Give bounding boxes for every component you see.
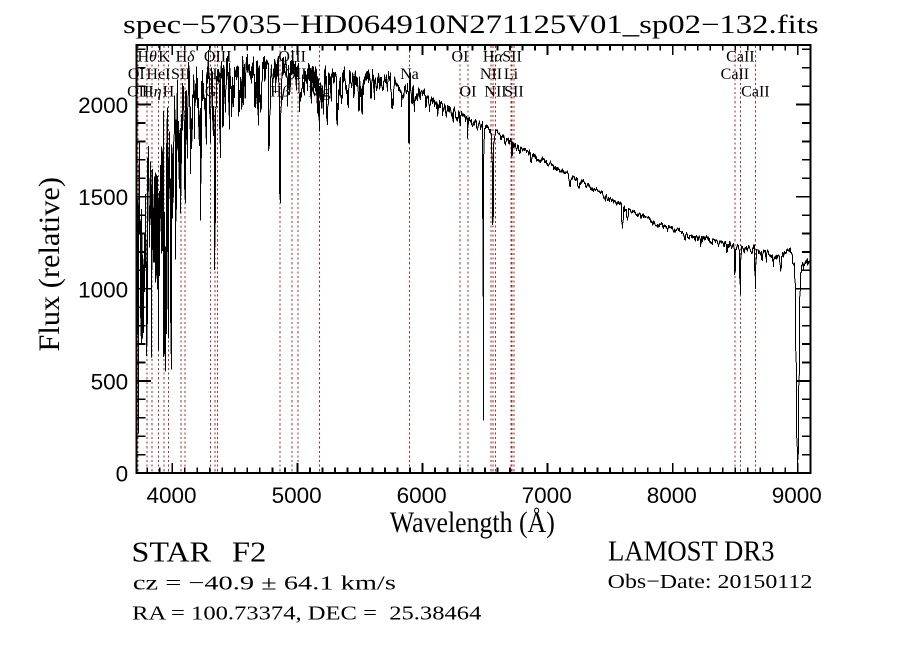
svg-text:Obs−Date: 20150112: Obs−Date: 20150112 <box>608 571 813 593</box>
svg-text:Na: Na <box>400 66 419 83</box>
svg-text:CaII: CaII <box>741 83 769 100</box>
svg-text:1500: 1500 <box>78 185 128 210</box>
svg-text:OI: OI <box>452 49 469 66</box>
svg-text:Hβ: Hβ <box>270 83 290 100</box>
svg-text:9000: 9000 <box>772 483 822 508</box>
svg-text:OII: OII <box>127 83 149 100</box>
svg-text:OI: OI <box>128 66 145 83</box>
svg-text:G: G <box>205 83 217 100</box>
svg-text:LAMOST DR3: LAMOST DR3 <box>608 537 775 568</box>
svg-text:CaII: CaII <box>726 49 754 66</box>
svg-text:5000: 5000 <box>272 483 322 508</box>
svg-text:Hα: Hα <box>483 49 504 66</box>
svg-text:4000: 4000 <box>146 483 196 508</box>
svg-text:8000: 8000 <box>647 483 697 508</box>
svg-text:Hδ: Hδ <box>176 49 196 66</box>
svg-text:K: K <box>158 49 170 66</box>
svg-text:HeI: HeI <box>146 66 170 83</box>
svg-text:NII: NII <box>480 66 502 83</box>
svg-text:NII: NII <box>484 83 506 100</box>
svg-text:2000: 2000 <box>78 93 128 118</box>
svg-text:7000: 7000 <box>522 483 572 508</box>
svg-text:CaII: CaII <box>721 66 749 83</box>
svg-text:Flux (relative): Flux (relative) <box>34 177 66 352</box>
svg-text:1000: 1000 <box>78 277 128 302</box>
svg-text:500: 500 <box>91 370 129 395</box>
svg-text:SII: SII <box>502 49 522 66</box>
svg-text:SII: SII <box>171 66 191 83</box>
svg-text:cz = −40.9 ± 64.1 km/s: cz = −40.9 ± 64.1 km/s <box>133 573 396 595</box>
svg-text:Hη: Hη <box>142 83 162 100</box>
svg-text:OIII: OIII <box>204 49 232 66</box>
svg-text:6000: 6000 <box>397 483 447 508</box>
svg-text:SII: SII <box>504 83 524 100</box>
svg-text:Hθ: Hθ <box>137 49 157 66</box>
svg-text:RA = 100.73374, DEC = 25.3846: RA = 100.73374, DEC = 25.38464 <box>132 603 481 625</box>
svg-text:F2: F2 <box>232 538 267 569</box>
svg-text:STAR: STAR <box>132 538 212 569</box>
svg-text:OI: OI <box>460 83 477 100</box>
svg-text:0: 0 <box>116 462 129 487</box>
svg-text:Wavelength (Å): Wavelength (Å) <box>390 507 555 539</box>
svg-text:spec−57035−HD064910N271125V01_: spec−57035−HD064910N271125V01_sp02−132.f… <box>123 10 819 39</box>
svg-text:H: H <box>163 83 175 100</box>
svg-text:Li: Li <box>504 66 519 83</box>
